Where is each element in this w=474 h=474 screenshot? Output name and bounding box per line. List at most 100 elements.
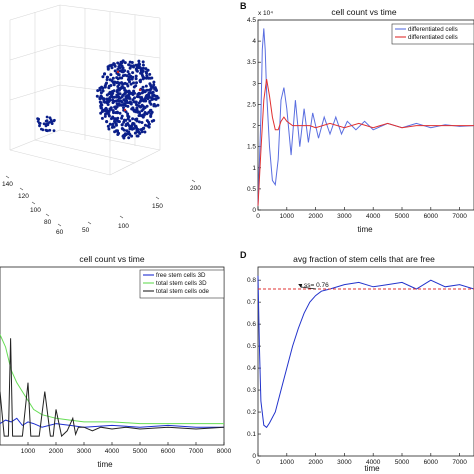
c-xlabel: time	[97, 460, 113, 469]
a-cluster-point	[141, 88, 145, 92]
a-cluster-point	[128, 119, 132, 123]
panel-b-ytick-label: 2	[252, 123, 256, 130]
a-cluster-point	[144, 96, 148, 100]
a-cluster-point	[113, 119, 116, 123]
a-tick-mark	[31, 201, 36, 205]
panel-d-ytick-label: 0.2	[247, 409, 256, 416]
panel-c-xtick-label: 3000	[77, 448, 92, 455]
panel-b-xtick-label: 3000	[337, 213, 352, 220]
a-cluster-point	[128, 60, 132, 64]
a-red-point	[138, 88, 142, 92]
a-outlier-point	[42, 122, 46, 126]
a-cluster-point	[104, 107, 108, 111]
a-outlier-point	[52, 129, 56, 133]
a-z-tick-3: 50	[82, 227, 90, 234]
a-cluster-point	[116, 119, 120, 123]
a-cluster-point	[106, 103, 110, 106]
panel-b-ytick-label: 0	[252, 207, 256, 214]
a-y-tick-1: 120	[18, 193, 29, 200]
a-cluster-point	[122, 98, 126, 102]
a-cluster-point	[135, 81, 138, 85]
panel-d-ytick-label: 0	[252, 453, 256, 460]
a-cluster-point	[142, 66, 145, 70]
a-cluster-point	[100, 116, 104, 120]
a-cluster-point	[109, 73, 113, 77]
panel-d-series-0	[257, 275, 474, 429]
a-cluster-point	[134, 110, 138, 114]
a-cluster-point	[101, 75, 105, 79]
a-cluster-point	[144, 67, 148, 71]
a-cluster-point	[129, 82, 133, 86]
a-cluster-point	[125, 74, 129, 78]
a-cluster-point	[151, 85, 155, 89]
a-cluster-point	[149, 87, 153, 91]
a-cluster-point	[151, 97, 155, 101]
panel-b-ytick-label: 1	[252, 165, 256, 172]
a-cluster-point	[127, 63, 131, 67]
panel-label-b: B	[240, 1, 247, 11]
a-cluster-point	[116, 116, 120, 120]
panel-b-xtick-label: 5000	[395, 213, 410, 220]
panel-d-ytick-label: 0.7	[247, 299, 256, 306]
a-cluster-point	[111, 80, 115, 84]
a-cluster-point	[121, 66, 125, 70]
a-cluster-point	[125, 99, 129, 103]
a-cluster-point	[122, 128, 126, 132]
d-annotation-arrow	[301, 286, 317, 290]
a-cluster-point	[141, 60, 145, 64]
a-cluster-point	[104, 112, 107, 116]
d-annotation: ss= 0.76	[304, 282, 329, 289]
a-cluster-point	[152, 93, 156, 97]
panel-d-chart: 0 1000 2000 3000 4000 5000 6000 7000 0 0.1 0.2 0.3 0…	[247, 266, 474, 466]
panel-c-chart: 1000 2000 3000 4000 5000 6000 7000 8000 free ste…	[0, 266, 232, 455]
a-cluster-point	[139, 69, 143, 73]
a-cluster-point	[113, 105, 117, 109]
a-cluster-point	[132, 64, 135, 68]
panel-c-series-1	[0, 334, 224, 425]
panel-b-series-1	[257, 79, 474, 206]
panel-c-series-0	[0, 417, 224, 428]
a-cluster-point	[130, 107, 134, 111]
a-cluster-point	[141, 107, 145, 111]
a-cluster-point	[149, 112, 153, 116]
a-cluster-point	[152, 104, 156, 108]
a-cluster-point	[106, 109, 110, 113]
a-cluster-point	[145, 119, 149, 123]
a-cluster-point	[110, 93, 113, 97]
a-cluster-point	[113, 69, 117, 73]
a-grid-line	[9, 149, 111, 176]
a-cluster-point	[106, 67, 110, 71]
a-cluster-point	[107, 98, 111, 102]
a-cluster-point	[137, 101, 141, 105]
a-y-tick-2: 100	[30, 207, 41, 214]
a-cluster-point	[125, 82, 129, 86]
a-cluster-point	[150, 91, 154, 95]
a-cluster-point	[115, 102, 119, 106]
a-y-tick-3: 80	[44, 219, 52, 226]
a-cluster-point	[111, 76, 115, 80]
a-cluster-point	[131, 122, 134, 126]
a-cluster-point	[141, 90, 145, 94]
a-cluster-point	[150, 76, 154, 80]
a-outlier-point	[45, 115, 49, 119]
a-cluster-point	[103, 72, 106, 76]
a-cluster-point	[133, 96, 136, 100]
a-cluster-point	[134, 84, 138, 88]
a-cluster-point	[115, 93, 119, 97]
a-outlier-point	[48, 121, 51, 124]
a-cluster-point	[128, 97, 132, 100]
panel-d-xtick-label: 2000	[308, 459, 323, 466]
a-tick-mark	[5, 175, 10, 179]
a-outlier-point	[52, 119, 56, 123]
panel-c-legend-entry: total stem cells 3D	[156, 280, 207, 287]
panel-c-series-2	[0, 338, 225, 438]
a-cluster-point	[137, 120, 141, 124]
a-cluster-point	[136, 128, 140, 132]
a-outlier-point	[48, 116, 52, 120]
a-cluster-point	[124, 96, 128, 100]
a-cluster-point	[131, 117, 135, 121]
a-cluster-point	[118, 111, 122, 115]
panel-d-ytick-label: 0.8	[247, 277, 256, 284]
a-cluster-point	[149, 115, 153, 118]
a-y-tick-4: 60	[56, 229, 64, 236]
